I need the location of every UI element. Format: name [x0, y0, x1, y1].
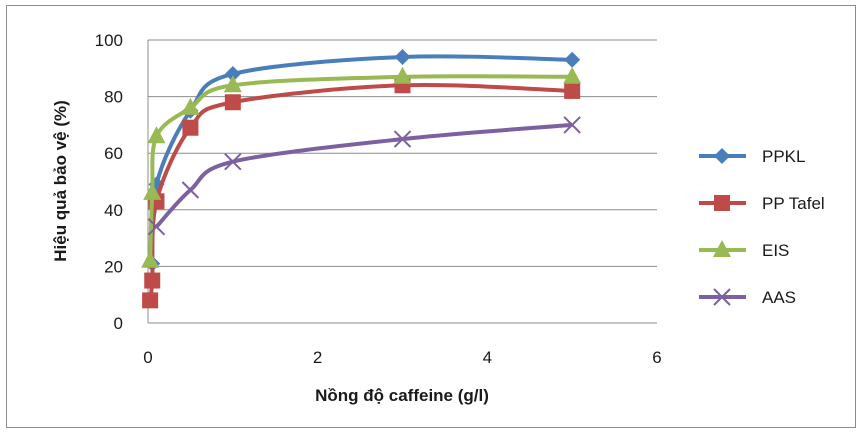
- data-point-eis: [563, 66, 582, 84]
- data-point-pp-tafel: [224, 94, 241, 111]
- data-point-eis: [147, 126, 166, 144]
- legend-label: AAS: [762, 288, 796, 307]
- series-eis: [141, 66, 582, 268]
- data-point-aas: [224, 152, 242, 171]
- legend-label: PP Tafel: [762, 194, 825, 213]
- x-tick-label: 0: [143, 348, 152, 367]
- y-tick-label: 80: [104, 88, 123, 107]
- data-point-ppkl: [564, 51, 581, 68]
- data-point-pp-tafel: [144, 272, 161, 289]
- data-point-aas: [393, 130, 412, 148]
- series-ppkl: [144, 48, 581, 272]
- marker-stroke: [393, 130, 412, 148]
- legend-item-ppkl: PPKL: [699, 147, 805, 166]
- data-point-eis: [393, 66, 412, 84]
- y-axis-title: Hiệu quả bảo vệ (%): [51, 100, 70, 262]
- legend: PPKL PP Tafel EIS AAS: [699, 147, 825, 307]
- marker-stroke: [563, 116, 581, 134]
- series-pp-tafel: [142, 77, 581, 309]
- legend-item-eis: EIS: [699, 240, 789, 260]
- data-point-pp-tafel: [564, 82, 581, 99]
- legend-item-pp-tafel: PP Tafel: [699, 194, 825, 213]
- data-point-eis: [223, 75, 242, 93]
- y-tick-label: 0: [114, 314, 123, 333]
- x-tick-label: 4: [483, 348, 492, 367]
- y-tick-label: 40: [104, 201, 123, 220]
- x-tick-label: 6: [652, 348, 661, 367]
- data-point-pp-tafel: [182, 119, 199, 136]
- tick-labels: 0 20 40 60 80 100 0 2 4 6: [95, 31, 662, 367]
- y-tick-label: 100: [95, 31, 123, 50]
- data-point-ppkl: [394, 48, 411, 65]
- series-line-pp-tafel: [148, 82, 573, 301]
- series-line-aas: [155, 122, 573, 229]
- gridlines: [148, 39, 657, 267]
- series-aas: [147, 116, 581, 236]
- marker-stroke: [181, 181, 200, 199]
- marker-stroke: [713, 288, 731, 306]
- legend-item-aas: AAS: [699, 288, 796, 307]
- x-axis-title: Nồng độ caffeine (g/l): [315, 386, 489, 405]
- series-layer: [141, 48, 582, 309]
- legend-label: PPKL: [762, 147, 805, 166]
- x-tick-label: 2: [313, 348, 322, 367]
- legend-marker: [714, 195, 730, 211]
- legend-marker: [713, 240, 731, 257]
- data-point-pp-tafel: [142, 292, 159, 309]
- legend-label: EIS: [762, 241, 789, 260]
- legend-marker: [714, 148, 730, 164]
- data-point-aas: [563, 116, 581, 134]
- y-tick-label: 20: [104, 257, 123, 276]
- marker-stroke: [224, 152, 242, 171]
- data-point-eis: [143, 182, 162, 200]
- legend-marker: [713, 288, 731, 306]
- marker-stroke: [147, 218, 166, 236]
- data-point-eis: [141, 250, 160, 268]
- data-point-eis: [181, 97, 200, 115]
- data-point-aas: [147, 218, 166, 236]
- data-point-aas: [181, 181, 200, 199]
- data-point-ppkl: [224, 65, 241, 82]
- y-tick-label: 60: [104, 144, 123, 163]
